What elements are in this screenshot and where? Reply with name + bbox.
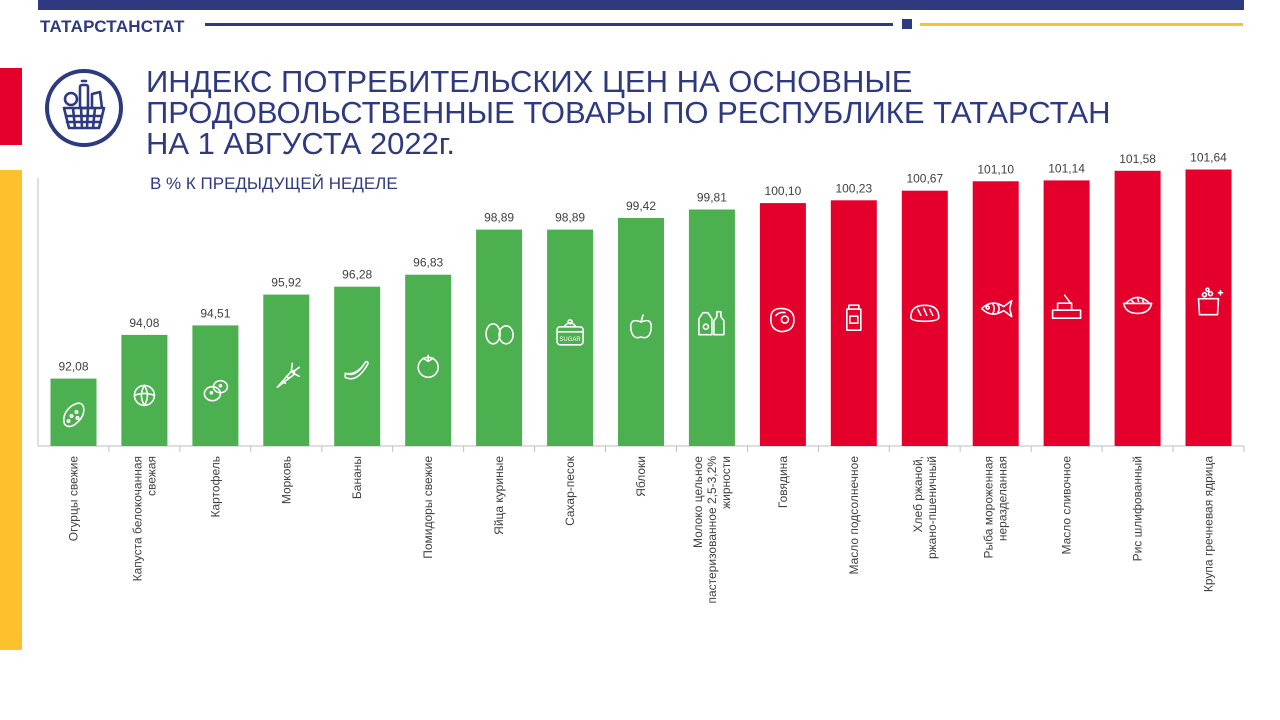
top-bar (38, 0, 1244, 10)
category-label: Рис шлифованный (1131, 456, 1145, 561)
category-label: Масло подсолнечное (847, 456, 861, 575)
value-label: 101,10 (977, 162, 1014, 176)
value-label: 100,10 (765, 184, 802, 198)
bar (901, 190, 948, 446)
sugar-icon: SUGAR (556, 318, 584, 346)
value-label: 96,28 (342, 268, 372, 282)
category-label: Капуста белокочаннаясвежая (130, 456, 158, 581)
cabbage-icon (133, 384, 156, 407)
grocery-basket-icon (45, 69, 123, 147)
side-accent-yellow (0, 170, 22, 650)
header-square (902, 19, 912, 29)
value-label: 101,58 (1119, 152, 1156, 166)
category-label: Яблоки (634, 456, 648, 497)
value-label: 98,89 (484, 211, 514, 225)
category-label: Сахар-песок (563, 455, 577, 526)
milk-icon (698, 310, 725, 336)
svg-text:SUGAR: SUGAR (559, 337, 581, 343)
category-label: Помидоры свежие (421, 456, 435, 559)
cucumber-icon (63, 402, 85, 428)
header-line-yellow (920, 23, 1243, 26)
category-label: Яйца куриные (492, 456, 506, 535)
value-label: 94,51 (200, 306, 230, 320)
category-label: Рыба мороженнаянеразделанная (982, 456, 1010, 559)
bar (334, 286, 381, 446)
value-label: 100,67 (906, 172, 943, 186)
bar (192, 325, 239, 446)
value-label: 94,08 (129, 316, 159, 330)
bar (1185, 169, 1232, 446)
apple-icon (629, 314, 653, 339)
bar (547, 229, 594, 446)
category-label: Картофель (208, 456, 222, 518)
header-line-navy (205, 23, 893, 26)
value-label: 101,14 (1048, 161, 1085, 175)
tomato-icon (417, 354, 440, 379)
bar (1043, 180, 1090, 446)
value-label: 99,42 (626, 199, 656, 213)
category-label: Морковь (279, 456, 293, 504)
bar (121, 334, 168, 446)
meat-icon (770, 307, 795, 333)
bar (759, 203, 806, 446)
potato-icon (203, 379, 229, 402)
org-name: ТАТАРСТАНСТАТ (40, 17, 185, 36)
buckwheat-icon (1197, 287, 1224, 316)
chart-subtitle: В % К ПРЕДЫДУЩЕЙ НЕДЕЛЕ (150, 174, 398, 193)
fish-icon (980, 299, 1013, 318)
eggs-icon (485, 322, 514, 345)
page-title: ИНДЕКС ПОТРЕБИТЕЛЬСКИХ ЦЕН НА ОСНОВНЫЕ П… (146, 64, 1111, 161)
value-label: 100,23 (835, 181, 872, 195)
carrot-icon (276, 362, 301, 389)
oil-bottle-icon (845, 304, 862, 332)
category-label: Говядина (776, 456, 790, 508)
bar (263, 294, 310, 446)
rice-icon (1122, 296, 1153, 315)
category-label: Масло сливочное (1060, 456, 1074, 555)
butter-icon (1051, 294, 1082, 320)
value-label: 95,92 (271, 276, 301, 290)
bar (50, 378, 97, 446)
side-accent-red (0, 68, 22, 145)
bar (1114, 170, 1161, 447)
value-label: 99,81 (697, 191, 727, 205)
category-label: Молоко цельноепастеризованное 2,5-3,2%жи… (691, 456, 733, 604)
category-label: Крупа гречневая ядрица (1202, 456, 1216, 592)
banana-icon (344, 360, 370, 380)
value-label: 92,08 (58, 360, 88, 374)
value-label: 101,64 (1190, 151, 1227, 165)
category-label: Хлеб ржаной,ржано-пшеничный (911, 456, 939, 559)
bread-icon (909, 304, 940, 323)
category-label: Огурцы свежие (67, 456, 81, 542)
value-label: 98,89 (555, 211, 585, 225)
bar (618, 218, 664, 446)
value-label: 96,83 (413, 256, 443, 270)
category-label: Бананы (350, 456, 364, 499)
